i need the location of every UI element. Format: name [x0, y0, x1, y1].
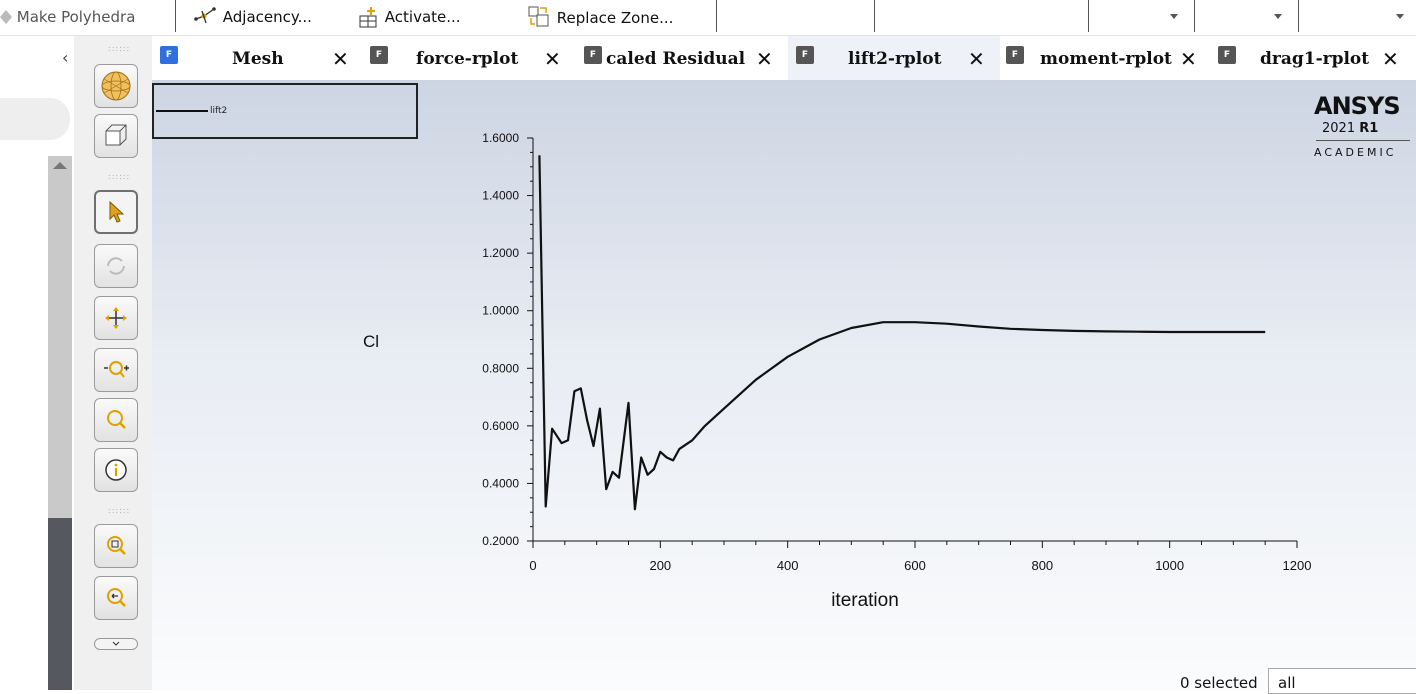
- dropdown-arrow-icon[interactable]: [1170, 14, 1178, 19]
- close-icon[interactable]: ✕: [756, 47, 773, 71]
- tab-drag1-rplot[interactable]: F drag1-rplot ✕: [1212, 36, 1416, 80]
- fluent-tab-icon: F: [370, 46, 388, 64]
- more-tools-button[interactable]: [94, 638, 138, 650]
- toolbar-divider: [1194, 0, 1195, 32]
- search-input[interactable]: [0, 98, 70, 140]
- tab-label: force-rplot: [416, 49, 519, 69]
- tab-mesh[interactable]: F Mesh ✕: [152, 36, 362, 80]
- toolbar-divider: [175, 0, 176, 32]
- polyhedra-icon: [0, 10, 12, 24]
- logo-version: 2021 R1: [1322, 121, 1379, 136]
- zoom-in-out-button[interactable]: [94, 348, 138, 392]
- zoom-previous-button[interactable]: [94, 576, 138, 620]
- probe-info-button[interactable]: [94, 448, 138, 492]
- info-icon: [105, 459, 127, 481]
- fluent-tab-icon: F: [1006, 46, 1024, 64]
- expand-down-icon: [112, 641, 120, 646]
- fluent-tab-icon: F: [796, 46, 814, 64]
- logo-edition: ACADEMIC: [1314, 146, 1397, 159]
- collapse-panel-icon[interactable]: ‹: [62, 48, 69, 67]
- rotate-button[interactable]: [94, 244, 138, 288]
- close-icon[interactable]: ✕: [544, 47, 561, 71]
- adjacency-icon: [194, 7, 216, 24]
- close-icon[interactable]: ✕: [1382, 47, 1399, 71]
- fluent-tab-icon: F: [1218, 46, 1236, 64]
- tab-lift2-rplot[interactable]: F lift2-rplot ✕: [788, 36, 1000, 80]
- graphics-window[interactable]: [152, 80, 1416, 690]
- fit-to-window-button[interactable]: [94, 114, 138, 158]
- activate-icon: [359, 7, 377, 28]
- legend: lift2: [152, 83, 418, 139]
- replace-zone-icon: [528, 6, 549, 27]
- close-icon[interactable]: ✕: [968, 47, 985, 71]
- replace-zone-button[interactable]: Replace Zone...: [528, 6, 673, 28]
- tab-force-rplot[interactable]: F force-rplot ✕: [362, 36, 572, 80]
- cube-icon: [105, 124, 127, 146]
- zoom-in-out-icon: [104, 361, 129, 378]
- tab-label: caled Residual: [606, 49, 746, 69]
- zoom-previous-icon: [107, 588, 126, 607]
- tab-label: lift2-rplot: [848, 49, 942, 69]
- zoom-to-area-button[interactable]: [94, 398, 138, 442]
- toolbar-grip: ::::::: [108, 44, 131, 53]
- make-polyhedra-button[interactable]: Make Polyhedra: [0, 6, 135, 28]
- view-sphere-button[interactable]: [94, 64, 138, 108]
- scroll-up-arrow-icon[interactable]: [53, 162, 67, 169]
- zoom-fit-icon: [107, 536, 126, 555]
- magnifier-icon: [107, 410, 126, 429]
- tab-moment-rplot[interactable]: F moment-rplot ✕: [1000, 36, 1212, 80]
- legend-line-swatch: [156, 110, 208, 112]
- fluent-tab-icon: F: [160, 46, 178, 64]
- tab-label: drag1-rplot: [1260, 49, 1370, 69]
- close-icon[interactable]: ✕: [332, 47, 349, 71]
- activate-button[interactable]: Activate...: [358, 6, 461, 28]
- tab-scaled-residuals[interactable]: F caled Residual ✕: [572, 36, 788, 80]
- toolbar-divider: [716, 0, 717, 32]
- sphere-icon: [101, 71, 131, 101]
- toolbar-grip: ::::::: [108, 172, 131, 181]
- selection-filter-value: all: [1278, 674, 1296, 692]
- scrollbar-thumb[interactable]: [48, 518, 72, 690]
- toolbar: Make Polyhedra Adjacency... Activate... …: [0, 0, 1416, 36]
- pan-arrows-icon: [105, 307, 127, 329]
- ansys-logo: ANSYS: [1314, 92, 1401, 120]
- toolbar-divider: [874, 0, 875, 32]
- selection-count: 0 selected: [1180, 674, 1258, 692]
- tab-label: moment-rplot: [1040, 49, 1172, 69]
- toolbar-grip: ::::::: [108, 506, 131, 515]
- legend-label: lift2: [210, 106, 228, 116]
- pointer-arrow-icon: [109, 200, 125, 223]
- select-pointer-button[interactable]: [94, 190, 138, 234]
- zoom-fit-button[interactable]: [94, 524, 138, 568]
- logo-divider: [1316, 140, 1410, 141]
- dropdown-arrow-icon[interactable]: [1274, 14, 1282, 19]
- tab-bar: [152, 36, 1416, 80]
- adjacency-button[interactable]: Adjacency...: [194, 6, 312, 28]
- toolbar-divider: [1088, 0, 1089, 32]
- rotate-icon: [107, 257, 125, 275]
- pan-button[interactable]: [94, 296, 138, 340]
- dropdown-arrow-icon[interactable]: [1396, 14, 1404, 19]
- close-icon[interactable]: ✕: [1180, 47, 1197, 71]
- toolbar-divider: [1298, 0, 1299, 32]
- fluent-tab-icon: F: [584, 46, 602, 64]
- tab-label: Mesh: [232, 49, 284, 69]
